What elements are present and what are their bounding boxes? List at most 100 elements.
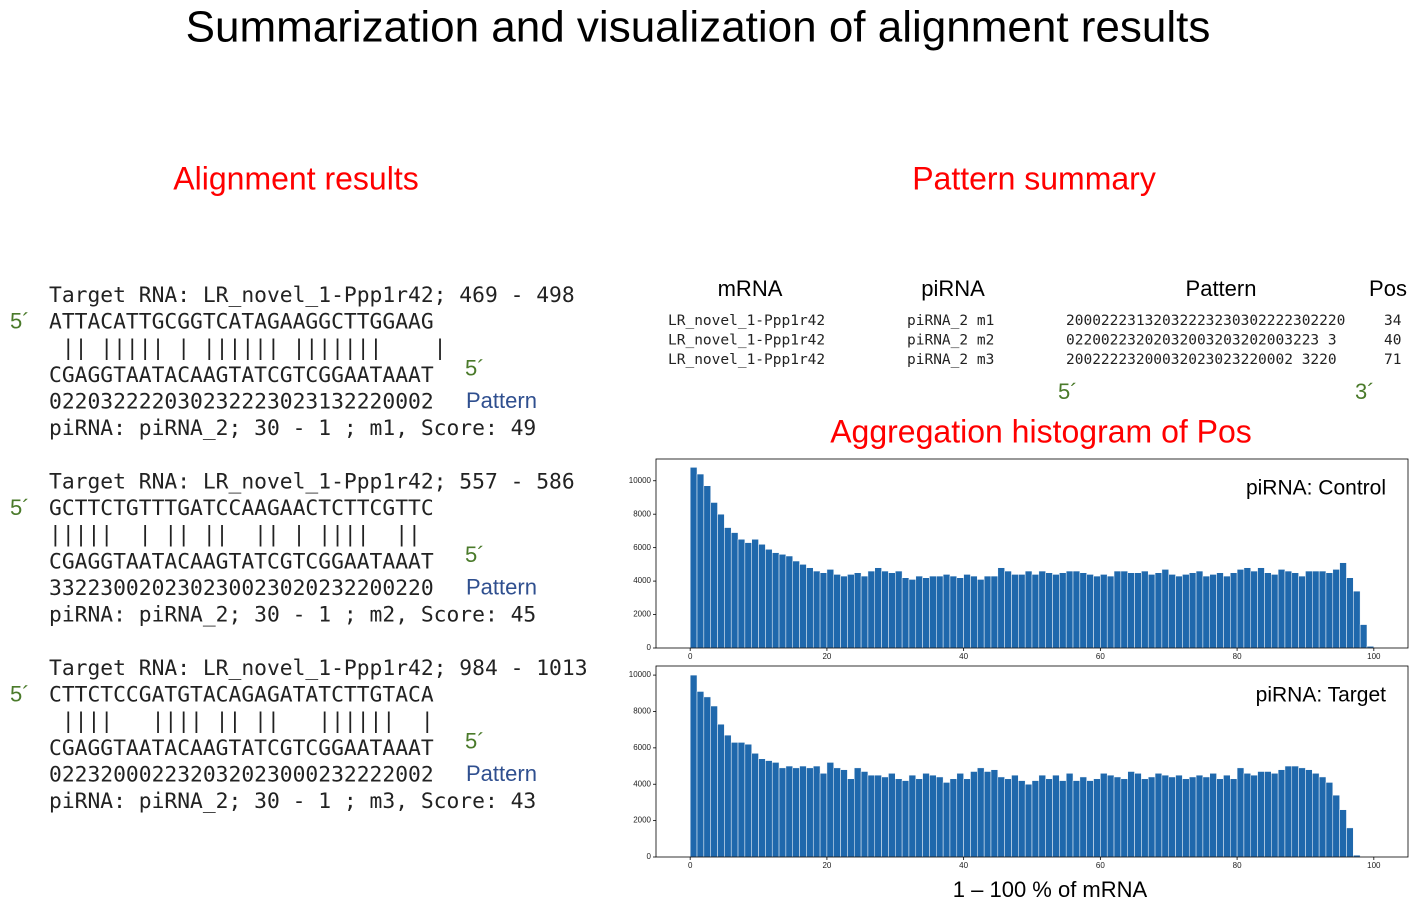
histogram-bar: [833, 767, 841, 858]
histogram-bar: [724, 734, 732, 858]
histogram-bar: [881, 570, 889, 649]
histogram-bar: [1045, 572, 1053, 649]
y-tick-label: 8000: [633, 707, 651, 716]
three-prime-label: 3´: [1355, 379, 1375, 404]
y-tick-label: 2000: [633, 610, 651, 619]
histogram-bar: [1113, 776, 1122, 858]
histogram-bar: [1359, 624, 1368, 649]
histogram-bar: [1093, 575, 1101, 649]
histogram-bar: [847, 574, 855, 649]
histogram-bar: [1257, 567, 1265, 649]
histogram-bar: [1202, 776, 1210, 858]
histogram-bar: [874, 567, 882, 649]
histogram-bar: [1031, 780, 1040, 858]
histogram-bar: [922, 577, 930, 649]
histogram-bar: [696, 691, 705, 858]
histogram-bar: [1059, 572, 1067, 649]
histogram-bar: [956, 577, 964, 649]
histogram-bar: [737, 742, 746, 858]
histogram-bar: [826, 762, 834, 858]
histogram-bar: [908, 774, 917, 858]
histogram-bar: [977, 767, 985, 858]
histogram-bar: [1339, 809, 1347, 858]
table-cell: piRNA_2 m2: [907, 333, 994, 349]
histogram-bar: [1216, 572, 1224, 649]
histogram-bar: [744, 542, 752, 649]
histogram-bar: [819, 773, 828, 858]
histogram-bar: [703, 696, 711, 858]
match-bars: ||||| | || || || | |||| ||: [49, 523, 421, 548]
x-tick-label: 20: [822, 652, 831, 661]
pattern-label: Pattern: [466, 388, 537, 413]
histogram-bar: [1100, 773, 1108, 858]
histogram-bar: [867, 570, 876, 649]
histogram-bar: [1291, 572, 1299, 649]
histogram-bar: [730, 742, 739, 858]
histogram-bar: [942, 782, 951, 858]
histogram-bar: [990, 769, 999, 858]
table-cell: 34: [1384, 313, 1402, 329]
histogram-bar: [792, 767, 800, 858]
histogram-bar: [1175, 575, 1183, 649]
histogram-bar: [1134, 572, 1142, 649]
histogram-bar: [1250, 570, 1258, 649]
histogram-bar: [717, 513, 725, 649]
y-tick-label: 8000: [633, 509, 651, 518]
histogram-bar: [901, 577, 910, 649]
histogram-bar: [1038, 774, 1046, 858]
histogram-bar: [1243, 567, 1252, 649]
histogram-bar: [860, 575, 869, 649]
histogram-bar: [758, 758, 766, 858]
y-tick-label: 2000: [633, 816, 651, 825]
five-prime-label: 5´: [10, 308, 30, 333]
axes-frame: [655, 665, 1409, 858]
histogram-bar: [963, 574, 971, 649]
table-cell: 40: [1384, 333, 1401, 349]
five-prime-label: 5´: [465, 729, 485, 754]
histogram-bar: [771, 762, 780, 858]
histogram-bar: [1161, 569, 1169, 649]
histogram-bar: [1106, 774, 1115, 858]
section-heading: Pattern summary: [912, 160, 1156, 196]
alignment-target: Target RNA: LR_novel_1-Ppp1r42; 557 - 58…: [49, 470, 575, 495]
x-tick-label: 0: [688, 652, 693, 661]
histogram-bar: [1188, 572, 1197, 649]
histogram-bar: [1106, 575, 1115, 649]
histogram-bar: [1298, 575, 1306, 649]
x-tick-label: 100: [1367, 652, 1381, 661]
histogram-bar: [1024, 783, 1033, 858]
histogram-bar: [799, 765, 807, 858]
y-tick-label: 10000: [629, 670, 652, 679]
histogram-bar: [1346, 827, 1354, 858]
table-header: Pos: [1369, 276, 1407, 301]
histogram-bar: [936, 776, 944, 858]
histogram-bar: [1325, 782, 1334, 858]
histogram-bar: [730, 532, 739, 649]
histogram-bar: [751, 539, 759, 649]
histogram-bar: [1072, 780, 1081, 858]
table-cell: 71: [1384, 352, 1401, 368]
histogram-bar: [1182, 574, 1190, 649]
histogram-bar: [812, 765, 821, 858]
histogram-bar: [1175, 774, 1183, 858]
histogram-bar: [1230, 572, 1238, 649]
histogram-bar: [710, 705, 718, 858]
histogram-bar: [806, 767, 814, 858]
histogram-bar: [840, 769, 848, 858]
histogram-bar: [826, 569, 834, 649]
histogram-bar: [1216, 778, 1224, 858]
y-tick-label: 0: [647, 643, 652, 652]
histogram-bar: [888, 572, 896, 649]
histogram-bar: [1277, 769, 1286, 858]
histogram-bar: [703, 485, 711, 649]
histogram-bar: [1072, 570, 1081, 649]
histogram-bar: [901, 780, 910, 858]
histogram-bar: [1236, 767, 1245, 858]
histogram-bar: [881, 776, 889, 858]
histogram-bar: [1018, 574, 1026, 649]
y-tick-label: 6000: [633, 743, 651, 752]
slide-title: Summarization and visualization of align…: [186, 3, 1211, 52]
histogram-bar: [1127, 572, 1135, 649]
table-header: Pattern: [1186, 276, 1257, 301]
